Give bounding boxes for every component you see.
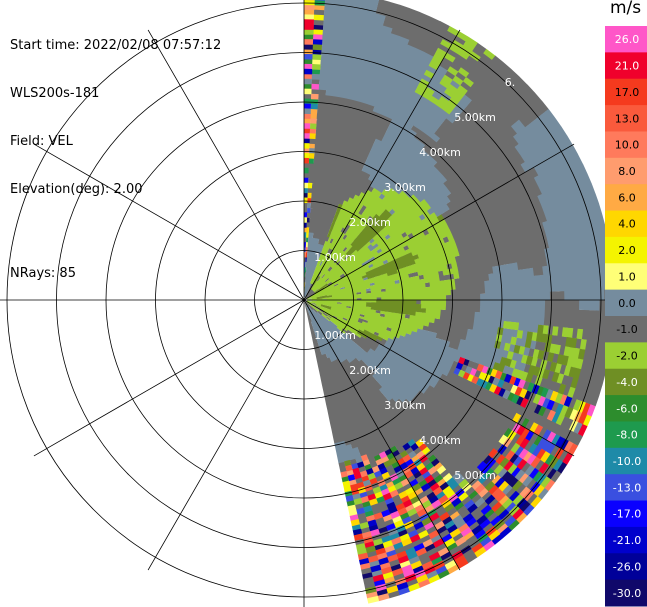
range-label-se-2: 2.00km — [349, 364, 391, 377]
colorbar-tick-label-0: 26.0 — [615, 33, 640, 46]
instrument-label: WLS200s-181 — [10, 86, 100, 101]
colorbar-tick-label-6: 6.0 — [618, 191, 636, 204]
colorbar: 26.0 21.0 17.0 13.0 10.0 8.0 6.0 4.0 2.0 1.0 0.0 -1… — [605, 26, 647, 607]
azimuth-spoke-150 — [303, 299, 461, 571]
colorbar-tick-label-16: -10.0 — [613, 455, 641, 468]
colorbar-tick-label-20: -26.0 — [613, 560, 641, 573]
colorbar-swatch-11 — [605, 316, 647, 343]
colorbar-swatch-21 — [605, 579, 647, 607]
colorbar-swatch-20 — [605, 553, 647, 581]
colorbar-swatch-1 — [605, 52, 647, 80]
range-labels: 1.00km 1.00km 2.00km 2.00km 3.00km 3.00km 4.00… — [314, 76, 515, 482]
colorbar-swatch-12 — [605, 342, 647, 370]
colorbar-swatch-6 — [605, 184, 647, 212]
range-label-ne-5: 5.00km — [454, 111, 496, 124]
range-label-ne-6: 6. — [505, 76, 516, 89]
colorbar-swatch-2 — [605, 78, 647, 106]
azimuth-spoke-60 — [303, 143, 575, 301]
colorbar-swatch-8 — [605, 236, 647, 264]
azimuth-spoke-240 — [33, 299, 305, 457]
colorbar-swatch-17 — [605, 474, 647, 502]
colorbar-swatch-18 — [605, 500, 647, 528]
colorbar-swatch-13 — [605, 368, 647, 396]
colorbar-swatch-9 — [605, 263, 647, 291]
nrays-label: NRays: 85 — [10, 266, 76, 281]
colorbar-swatch-15 — [605, 421, 647, 449]
colorbar-tick-label-12: -2.0 — [616, 350, 637, 363]
range-label-se-3: 3.00km — [384, 399, 426, 412]
colorbar-tick-label-18: -17.0 — [613, 508, 641, 521]
colorbar-tick-label-5: 8.0 — [618, 165, 636, 178]
colorbar-swatch-19 — [605, 526, 647, 554]
colorbar-tick-label-8: 2.0 — [618, 244, 636, 257]
colorbar-tick-label-14: -6.0 — [616, 402, 637, 415]
colorbar-unit: m/s — [610, 0, 642, 18]
range-label-ne-4: 4.00km — [419, 146, 461, 159]
colorbar-tick-label-13: -4.0 — [616, 376, 637, 389]
colorbar-swatch-5 — [605, 157, 647, 185]
ppi-plot: 1.00km 1.00km 2.00km 2.00km 3.00km 3.00km 4.00… — [0, 0, 605, 607]
colorbar-tick-label-10: 0.0 — [618, 297, 636, 310]
colorbar-swatch-14 — [605, 395, 647, 422]
colorbar-swatch-10 — [605, 289, 647, 317]
colorbar-tick-label-7: 4.0 — [618, 218, 636, 231]
colorbar-tick-label-1: 21.0 — [615, 60, 640, 73]
azimuth-spoke-30 — [303, 29, 461, 301]
velocity-cells-1 — [304, 24, 568, 597]
range-azimuth-grid — [0, 0, 605, 607]
range-label-se-4: 4.00km — [419, 434, 461, 447]
colorbar-swatch-7 — [605, 210, 647, 238]
colorbar-swatch-3 — [605, 105, 647, 132]
colorbar-tick-label-15: -8.0 — [616, 429, 637, 442]
colorbar-tick-label-19: -21.0 — [613, 534, 641, 547]
velocity-cells-15 — [304, 0, 605, 580]
range-label-se-5: 5.00km — [454, 469, 496, 482]
plot-metadata: Start time: 2022/02/08 07:57:12 WLS200s-… — [10, 6, 221, 298]
colorbar-tick-label-2: 17.0 — [615, 86, 640, 99]
field-label: Field: VEL — [10, 134, 73, 149]
azimuth-spoke-330 — [147, 29, 305, 301]
elevation-label: Elevation(deg): 2.00 — [10, 182, 143, 197]
colorbar-swatch-16 — [605, 447, 647, 475]
colorbar-tick-label-4: 10.0 — [615, 139, 640, 152]
velocity-field — [304, 0, 605, 604]
range-label-ne-2: 2.00km — [349, 216, 391, 229]
start-time-label: Start time: 2022/02/08 07:57:12 — [10, 38, 222, 53]
azimuth-spoke-210 — [147, 299, 305, 571]
range-label-ne-1: 1.00km — [314, 251, 356, 264]
colorbar-swatch-0 — [605, 26, 647, 53]
colorbar-swatch-4 — [605, 131, 647, 159]
azimuth-spoke-120 — [303, 299, 575, 457]
colorbar-tick-label-11: -1.0 — [616, 323, 637, 336]
colorbar-tick-label-17: -13.0 — [613, 481, 641, 494]
colorbar-tick-label-9: 1.0 — [618, 270, 636, 283]
azimuth-spoke-300 — [33, 143, 305, 301]
range-label-se-1: 1.00km — [314, 329, 356, 342]
colorbar-tick-label-21: -30.0 — [613, 587, 641, 600]
range-label-ne-3: 3.00km — [384, 181, 426, 194]
velocity-cells-17 — [304, 26, 587, 556]
colorbar-tick-label-3: 13.0 — [615, 112, 640, 125]
